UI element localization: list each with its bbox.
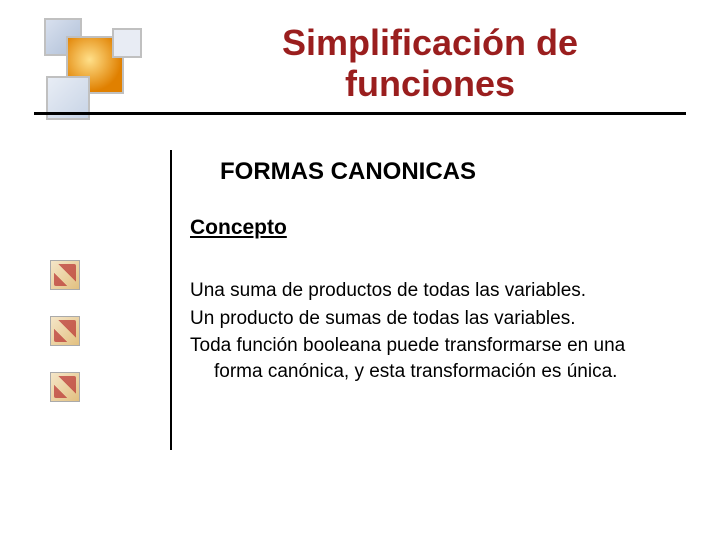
- slide-title: Simplificación de funciones: [180, 22, 680, 105]
- bullet-icon: [50, 316, 80, 346]
- subtitle: Concepto: [190, 216, 287, 240]
- body-text: Una suma de productos de todas las varia…: [190, 278, 670, 387]
- vertical-divider: [170, 150, 172, 450]
- slide: Simplificación de funciones FORMAS CANON…: [0, 0, 720, 540]
- title-underline: [34, 112, 686, 115]
- body-paragraph-3: Toda función booleana puede transformars…: [190, 333, 670, 384]
- bullet-icon: [50, 372, 80, 402]
- title-line-2: funciones: [345, 63, 515, 104]
- bullet-icons: [50, 260, 80, 428]
- body-paragraph-1: Una suma de productos de todas las varia…: [190, 278, 670, 304]
- bullet-icon: [50, 260, 80, 290]
- logo-square-4: [112, 28, 142, 58]
- title-line-1: Simplificación de: [282, 22, 578, 63]
- body-paragraph-2: Un producto de sumas de todas las variab…: [190, 306, 670, 332]
- content-area: FORMAS CANONICAS Concepto Una suma de pr…: [50, 150, 680, 520]
- section-title: FORMAS CANONICAS: [220, 158, 680, 186]
